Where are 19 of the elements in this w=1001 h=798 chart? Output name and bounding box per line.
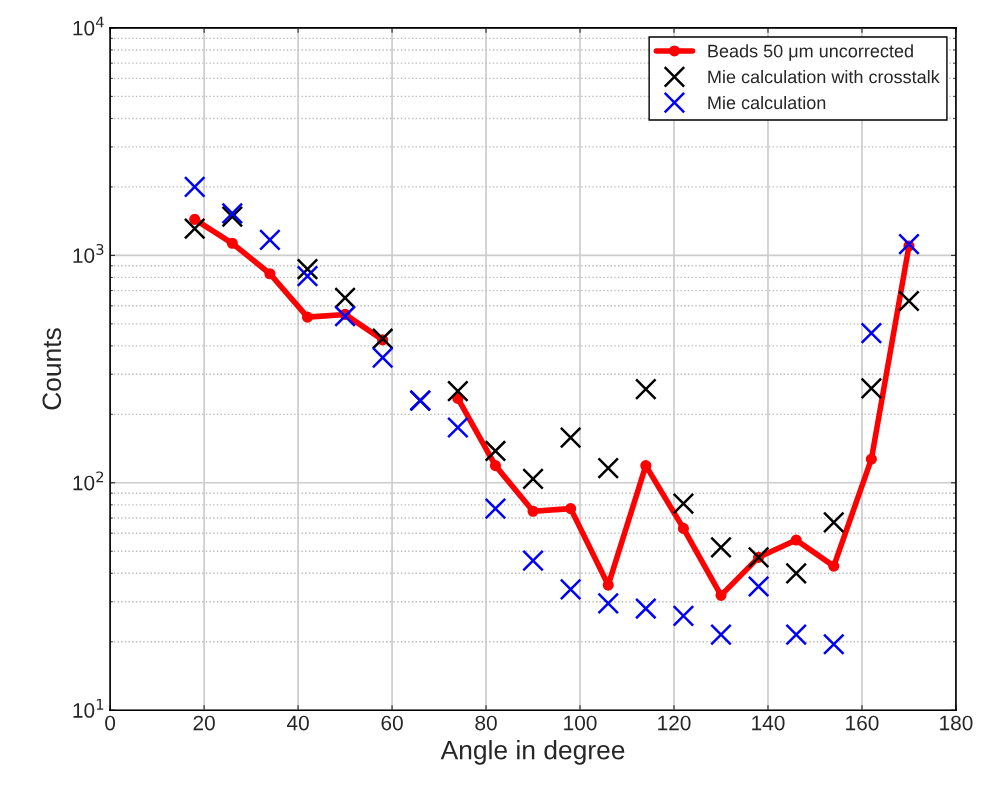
y-tick-label: 10$^{2}$ bbox=[73, 471, 104, 491]
x-tick-label: 80 bbox=[475, 715, 497, 731]
y-tick-label: 10$^{1}$ bbox=[73, 699, 104, 718]
x-tick-label: 20 bbox=[193, 715, 215, 731]
x-tick-label: 160 bbox=[846, 715, 879, 731]
x-axis-title: Angle in degree bbox=[440, 740, 625, 765]
x-tick-label: 0 bbox=[105, 715, 116, 731]
x-tick-label: 120 bbox=[658, 715, 691, 731]
x-tick-label: 180 bbox=[940, 715, 973, 731]
legend-label: Beads 50 μm uncorrected bbox=[708, 44, 913, 61]
y-tick-label: 10$^{3}$ bbox=[73, 243, 104, 263]
y-axis-title: Counts bbox=[42, 328, 62, 410]
x-tick-label: 60 bbox=[381, 715, 403, 731]
x-tick-label: 100 bbox=[564, 715, 597, 731]
x-tick-label: 140 bbox=[752, 715, 785, 731]
legend-label: Mie calculation with crosstalk bbox=[708, 70, 940, 84]
x-tick-label: 40 bbox=[286, 715, 309, 731]
legend-label: Mie calculation bbox=[708, 95, 826, 110]
y-tick-label: 10$^{4}$ bbox=[73, 16, 104, 36]
